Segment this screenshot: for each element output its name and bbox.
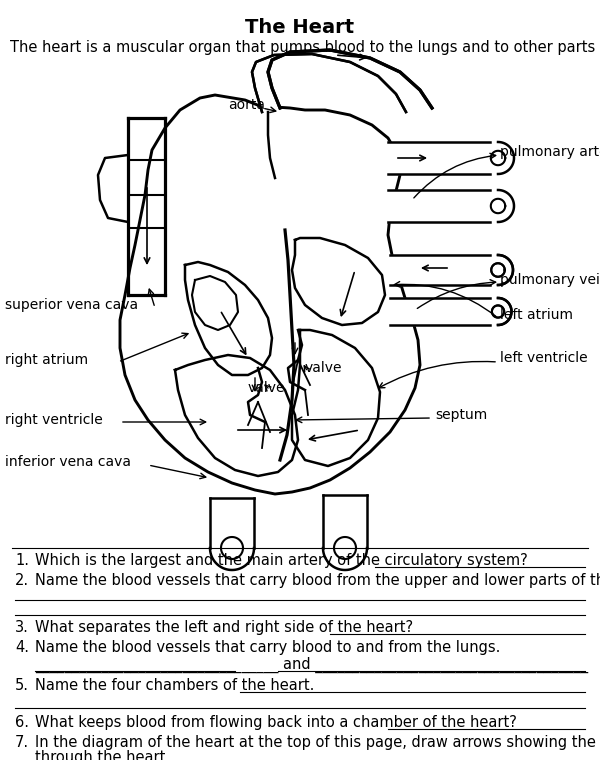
Polygon shape bbox=[498, 255, 513, 285]
Polygon shape bbox=[292, 238, 385, 325]
Text: The Heart: The Heart bbox=[245, 18, 355, 37]
Polygon shape bbox=[210, 498, 254, 548]
Polygon shape bbox=[252, 50, 432, 112]
Polygon shape bbox=[498, 298, 511, 325]
Polygon shape bbox=[120, 95, 420, 494]
Text: Name the blood vessels that carry blood to and from the lungs.: Name the blood vessels that carry blood … bbox=[35, 640, 500, 655]
Text: pulmonary artery: pulmonary artery bbox=[500, 145, 600, 159]
Text: 3.: 3. bbox=[15, 620, 29, 635]
Text: 5.: 5. bbox=[15, 678, 29, 693]
Text: 1.: 1. bbox=[15, 553, 29, 568]
Text: 4.: 4. bbox=[15, 640, 29, 655]
Text: left atrium: left atrium bbox=[500, 308, 573, 322]
Text: valve: valve bbox=[305, 361, 343, 375]
Text: pulmonary vein: pulmonary vein bbox=[500, 273, 600, 287]
Polygon shape bbox=[323, 495, 367, 548]
Polygon shape bbox=[498, 190, 514, 222]
Polygon shape bbox=[390, 255, 490, 285]
Text: through the heart.: through the heart. bbox=[35, 750, 170, 760]
Text: In the diagram of the heart at the top of this page, draw arrows showing the flo: In the diagram of the heart at the top o… bbox=[35, 735, 600, 750]
Text: valve: valve bbox=[248, 381, 286, 395]
Polygon shape bbox=[210, 548, 254, 570]
Polygon shape bbox=[185, 262, 272, 375]
Text: 7.: 7. bbox=[15, 735, 29, 750]
Text: inferior vena cava: inferior vena cava bbox=[5, 455, 131, 469]
Polygon shape bbox=[192, 276, 238, 330]
Text: right ventricle: right ventricle bbox=[5, 413, 103, 427]
Polygon shape bbox=[323, 548, 367, 570]
Polygon shape bbox=[498, 142, 514, 174]
Polygon shape bbox=[98, 155, 128, 222]
Text: What separates the left and right side of the heart?: What separates the left and right side o… bbox=[35, 620, 413, 635]
Text: Name the four chambers of the heart.: Name the four chambers of the heart. bbox=[35, 678, 314, 693]
Text: left ventricle: left ventricle bbox=[500, 351, 587, 365]
Text: aorta: aorta bbox=[228, 98, 265, 112]
Polygon shape bbox=[390, 298, 490, 325]
Text: _________________________________ and _____________________________________: _________________________________ and __… bbox=[35, 657, 588, 673]
Text: Name the blood vessels that carry blood from the upper and lower parts of the bo: Name the blood vessels that carry blood … bbox=[35, 573, 600, 588]
Text: Which is the largest and the main artery of the circulatory system?: Which is the largest and the main artery… bbox=[35, 553, 528, 568]
Text: The heart is a muscular organ that pumps blood to the lungs and to other parts o: The heart is a muscular organ that pumps… bbox=[10, 40, 600, 55]
Text: 6.: 6. bbox=[15, 715, 29, 730]
Text: superior vena cava: superior vena cava bbox=[5, 298, 138, 312]
Text: septum: septum bbox=[435, 408, 487, 422]
Polygon shape bbox=[175, 355, 298, 476]
Polygon shape bbox=[292, 330, 380, 466]
Text: 2.: 2. bbox=[15, 573, 29, 588]
Text: What keeps blood from flowing back into a chamber of the heart?: What keeps blood from flowing back into … bbox=[35, 715, 517, 730]
Text: right atrium: right atrium bbox=[5, 353, 88, 367]
Polygon shape bbox=[388, 190, 490, 222]
Polygon shape bbox=[388, 142, 490, 174]
